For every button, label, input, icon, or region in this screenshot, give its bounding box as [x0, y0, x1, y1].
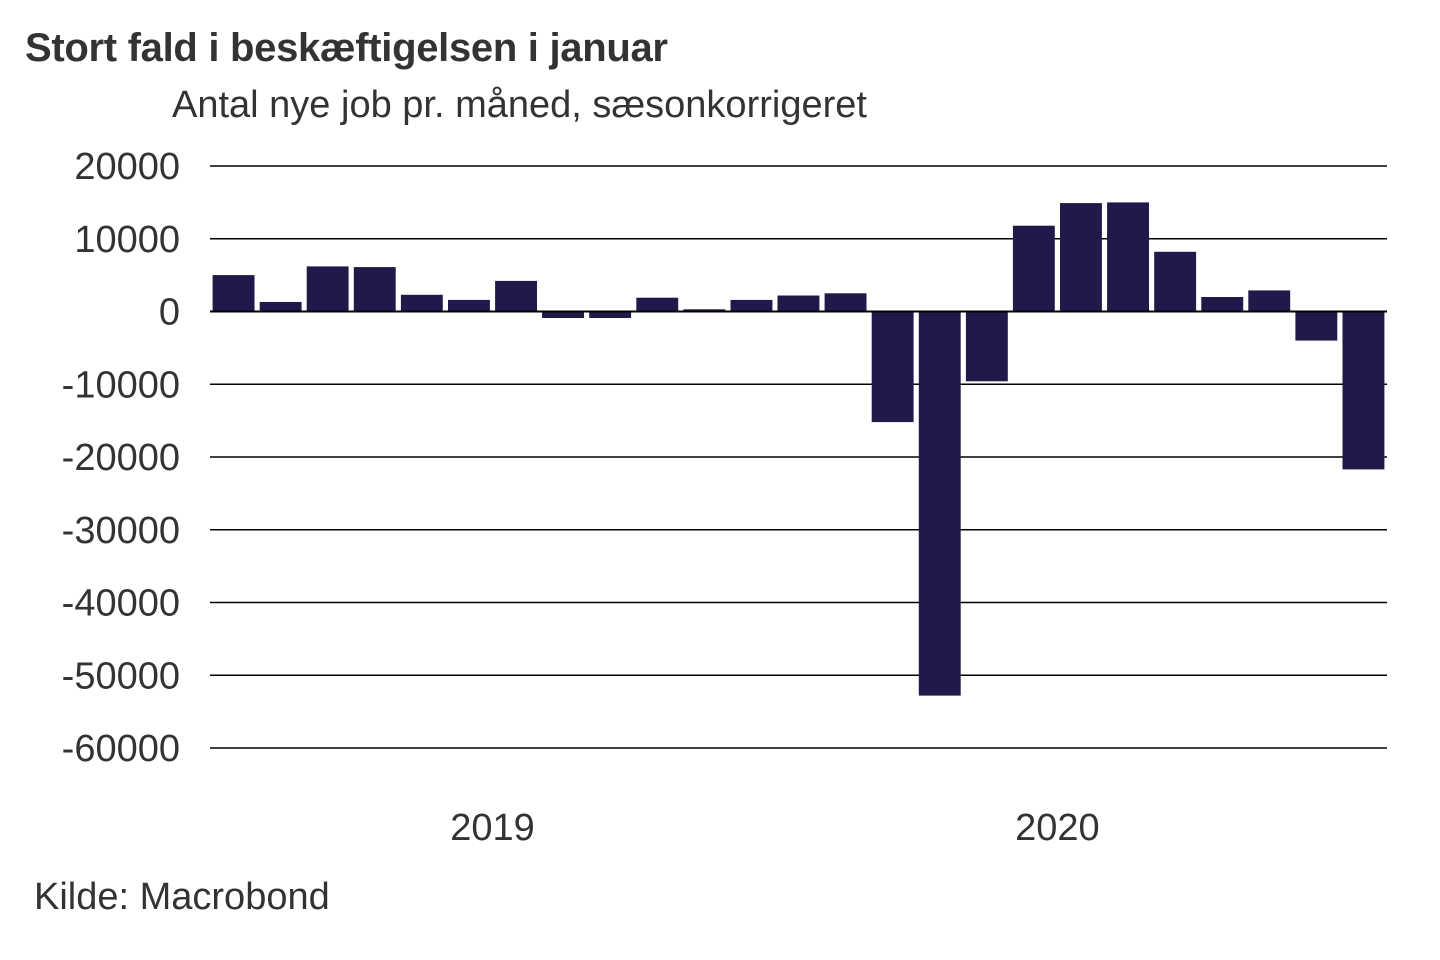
y-tick-label: 20000: [74, 146, 180, 188]
y-tick-label: -40000: [62, 583, 180, 625]
bar-2019-10: [636, 297, 679, 312]
bar-2020-07: [1060, 203, 1102, 312]
chart-title: Stort fald i beskæftigelsen i januar: [25, 26, 668, 70]
y-tick-label: -50000: [62, 655, 180, 697]
bar-2019-03: [306, 266, 349, 312]
bar-2020-06: [1012, 225, 1055, 312]
y-tick-label: -60000: [62, 728, 180, 770]
bar-2019-05: [400, 294, 443, 312]
bar-2019-09: [589, 311, 632, 318]
bar-2019-01: [212, 275, 255, 312]
bar-2019-02: [259, 302, 302, 312]
bar-2020-02: [824, 293, 867, 312]
bar-2021-01: [1342, 311, 1385, 470]
bars: [212, 202, 1385, 696]
bar-2020-03: [871, 311, 914, 423]
y-axis-tick-labels: 20000 10000 0 -10000 -20000 -30000 -40000 -5000…: [62, 146, 180, 770]
bar-2020-01: [777, 295, 820, 312]
bar-2019-04: [353, 267, 396, 312]
bar-2020-12: [1295, 311, 1338, 341]
bar-2019-07: [495, 280, 537, 312]
bar-2019-08: [542, 311, 584, 318]
bar-2020-04: [918, 311, 961, 696]
y-tick-label: 0: [159, 292, 180, 334]
x-axis-tick-labels: 2019 2020: [450, 807, 1099, 849]
chart-source: Kilde: Macrobond: [34, 876, 330, 918]
y-tick-label: 10000: [74, 219, 180, 261]
gridlines: [210, 165, 1387, 749]
bar-2020-09: [1154, 251, 1197, 312]
bar-2020-11: [1248, 290, 1291, 312]
bar-2019-11: [683, 309, 726, 312]
bar-2020-08: [1107, 202, 1149, 312]
x-tick-label-2020: 2020: [1015, 807, 1100, 849]
y-tick-label: -20000: [62, 437, 180, 479]
bar-2019-12: [730, 299, 773, 312]
y-tick-label: -10000: [62, 364, 180, 406]
y-tick-label: -30000: [62, 510, 180, 552]
x-tick-label-2019: 2019: [450, 807, 535, 849]
bar-2020-10: [1201, 297, 1244, 312]
bar-2019-06: [448, 299, 490, 312]
bar-2020-05: [965, 311, 1008, 382]
chart-subtitle: Antal nye job pr. måned, sæsonkorrigeret: [172, 84, 867, 126]
